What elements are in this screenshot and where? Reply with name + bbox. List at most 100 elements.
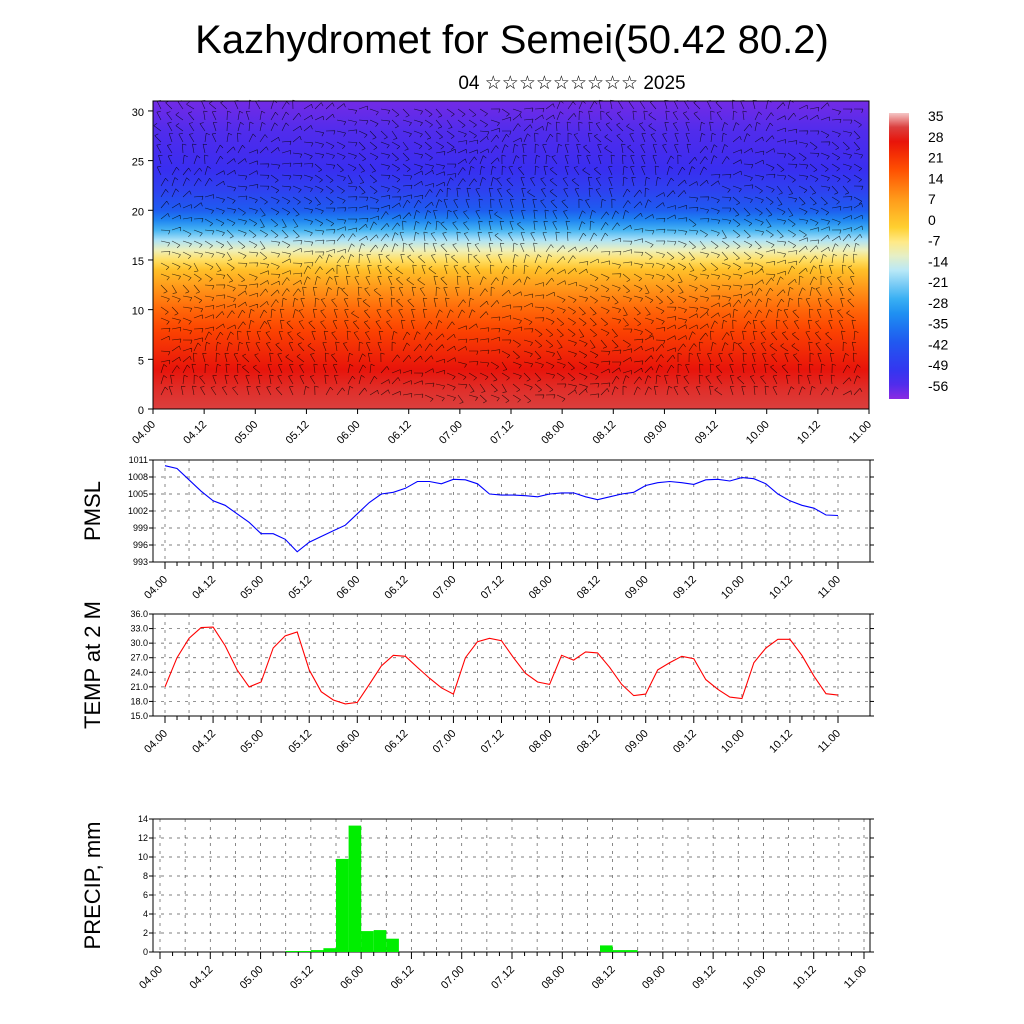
heatmap-x-tick-label: 10.00 [744,419,772,447]
pmsl-x-tick-label: 04.00 [142,574,170,602]
pmsl-x-tick-label: 09.12 [671,574,699,602]
pmsl-x-tick-label: 08.12 [575,574,603,602]
precip-x-tick-label: 07.12 [489,964,517,992]
precip-x-tick-label: 09.12 [690,964,718,992]
temp-x-tick-label: 10.12 [767,728,795,756]
temp-y-tick-label: 24.0 [130,667,148,677]
precip-bar [348,825,362,952]
colorbar [889,113,909,399]
colorbar-tick-label: -14 [928,253,948,269]
temp-x-tick-label: 05.12 [286,728,314,756]
temp-x-tick-label: 07.12 [479,728,507,756]
precip-bar [612,950,626,952]
heatmap-y-tick-label: 5 [138,355,144,367]
temp-y-tick-label: 36.0 [130,609,148,619]
precip-x-tick-label: 10.00 [741,964,769,992]
heatmap-x-tick-label: 06.00 [335,419,363,447]
precip-x-tick-label: 05.00 [238,964,266,992]
colorbar-tick-label: -49 [928,357,948,373]
page-subtitle: 04 ☆☆☆☆☆☆☆☆☆ 2025 [458,73,686,94]
temp-x-tick-label: 06.12 [383,728,411,756]
page-title: Kazhydromet for Semei(50.42 80.2) [195,18,829,62]
precip-bar [310,950,324,952]
pmsl-x-tick-label: 05.12 [286,574,314,602]
heatmap-x-tick-label: 09.12 [693,419,721,447]
heatmap-x-tick-label: 05.12 [284,419,312,447]
precip-y-tick-label: 8 [143,871,148,881]
pmsl-x-tick-label: 07.00 [431,574,459,602]
heatmap-x-tick-label: 05.00 [232,419,260,447]
temp-x-tick-label: 11.00 [816,728,843,755]
pmsl-x-tick-label: 06.00 [334,574,362,602]
pmsl-x-tick-label: 08.00 [527,574,555,602]
heatmap-x-tick-label: 07.00 [437,419,465,447]
heatmap-y-tick-label: 30 [132,107,144,119]
precip-bar [386,938,399,952]
heatmap-x-tick-label: 04.12 [181,419,209,447]
temperature-field [153,101,869,409]
precip-bar [298,951,311,952]
colorbar-tick-label: -28 [928,295,948,311]
wind-barbs [153,99,864,404]
precip-bar [336,858,349,952]
colorbar-tick-label: 0 [928,212,936,228]
precip-y-tick-label: 10 [138,852,148,862]
precip-x-tick-label: 04.12 [187,964,215,992]
temp-x-tick-label: 04.00 [142,728,170,756]
precip-x-tick-label: 04.00 [137,964,165,992]
pmsl-ylabel: PMSL [80,481,105,541]
precip-y-tick-label: 14 [138,814,148,824]
temp-y-tick-label: 30.0 [130,638,148,648]
temp-x-tick-label: 07.00 [431,728,459,756]
temp-y-tick-label: 27.0 [130,653,148,663]
colorbar-tick-label: -7 [928,233,941,249]
temp-y-tick-label: 21.0 [130,682,148,692]
pmsl-x-tick-label: 09.00 [623,574,651,602]
heatmap-y-tick-label: 10 [132,306,144,318]
temp-x-tick-label: 09.00 [623,728,651,756]
heatmap-x-tick-label: 08.12 [590,419,618,447]
precip-bar [361,931,374,952]
precip-y-tick-label: 2 [143,928,148,938]
pmsl-y-tick-label: 1002 [128,506,148,516]
precip-x-tick-label: 08.12 [590,964,618,992]
temp-y-tick-label: 33.0 [130,624,148,634]
temp-x-tick-label: 08.00 [527,728,555,756]
temp-panel: 15.0 18.0 21.0 24.0 27.0 30.0 33.0 36.0 04.00 04.… [80,601,874,756]
temp-ylabel: TEMP at 2 M [80,601,105,729]
temp-x-tick-label: 09.12 [671,728,699,756]
precip-y-tick-label: 6 [143,890,148,900]
colorbar-tick-label: 21 [928,150,944,166]
heatmap-x-tick-label: 11.00 [847,419,874,446]
pmsl-panel: 993 996 999 1002 1005 1008 1011 04.00 04.12 05.00… [80,455,874,602]
precip-x-tick-label: 08.00 [539,964,567,992]
precip-panel: 0 2 4 6 8 10 12 14 04.00 04.12 05.00 05.12 06.00 06.1… [80,814,874,992]
temp-y-tick-label: 18.0 [130,696,148,706]
heatmap-y-tick-label: 0 [138,405,144,417]
precip-x-tick-label: 09.00 [640,964,668,992]
precip-bar [373,930,387,952]
pmsl-series-line [164,465,839,553]
pmsl-x-tick-label: 10.00 [719,574,747,602]
pmsl-x-tick-label: 07.12 [479,574,507,602]
pmsl-y-tick-label: 999 [133,523,148,533]
pmsl-y-tick-label: 1011 [129,455,148,465]
temp-y-tick-label: 15.0 [130,711,148,721]
heatmap-y-tick-label: 20 [132,206,144,218]
colorbar-tick-label: 35 [928,108,944,124]
precip-y-tick-label: 4 [143,909,148,919]
heatmap-y-tick-label: 25 [132,157,144,169]
precip-x-tick-label: 07.00 [439,964,467,992]
temp-x-tick-label: 05.00 [238,728,266,756]
temp-series-line [164,626,839,705]
heatmap-x-tick-label: 04.00 [130,419,158,447]
pmsl-y-tick-label: 996 [133,540,148,550]
precip-y-tick-label: 12 [138,833,148,843]
temp-frame [152,613,871,717]
precip-bar [625,950,638,952]
colorbar-tick-label: -21 [928,274,948,290]
precip-x-tick-label: 10.12 [791,964,819,992]
pmsl-x-tick-label: 11.00 [816,574,843,601]
temp-x-tick-label: 04.12 [190,728,218,756]
precip-x-tick-label: 05.12 [288,964,316,992]
